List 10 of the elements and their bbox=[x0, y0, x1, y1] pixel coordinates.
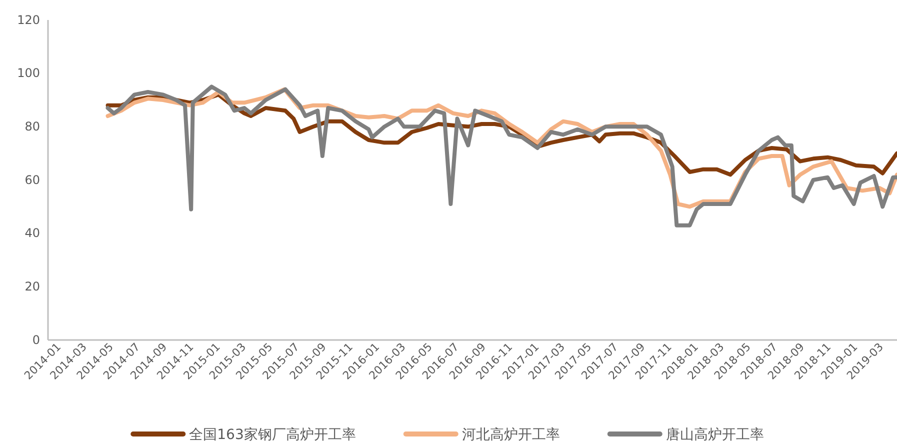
y-tick-label: 120 bbox=[17, 12, 40, 27]
y-tick-label: 100 bbox=[17, 66, 40, 80]
y-tick-label: 60 bbox=[24, 172, 40, 187]
y-tick-label: 80 bbox=[24, 120, 40, 134]
y-tick-label: 20 bbox=[24, 280, 40, 294]
legend-label: 河北高炉开工率 bbox=[462, 427, 560, 443]
legend-label: 全国163家钢厂高炉开工率 bbox=[189, 427, 356, 443]
y-tick-label: 40 bbox=[24, 226, 40, 240]
legend-label: 唐山高炉开工率 bbox=[666, 427, 764, 443]
y-tick-label: 0 bbox=[32, 332, 40, 347]
